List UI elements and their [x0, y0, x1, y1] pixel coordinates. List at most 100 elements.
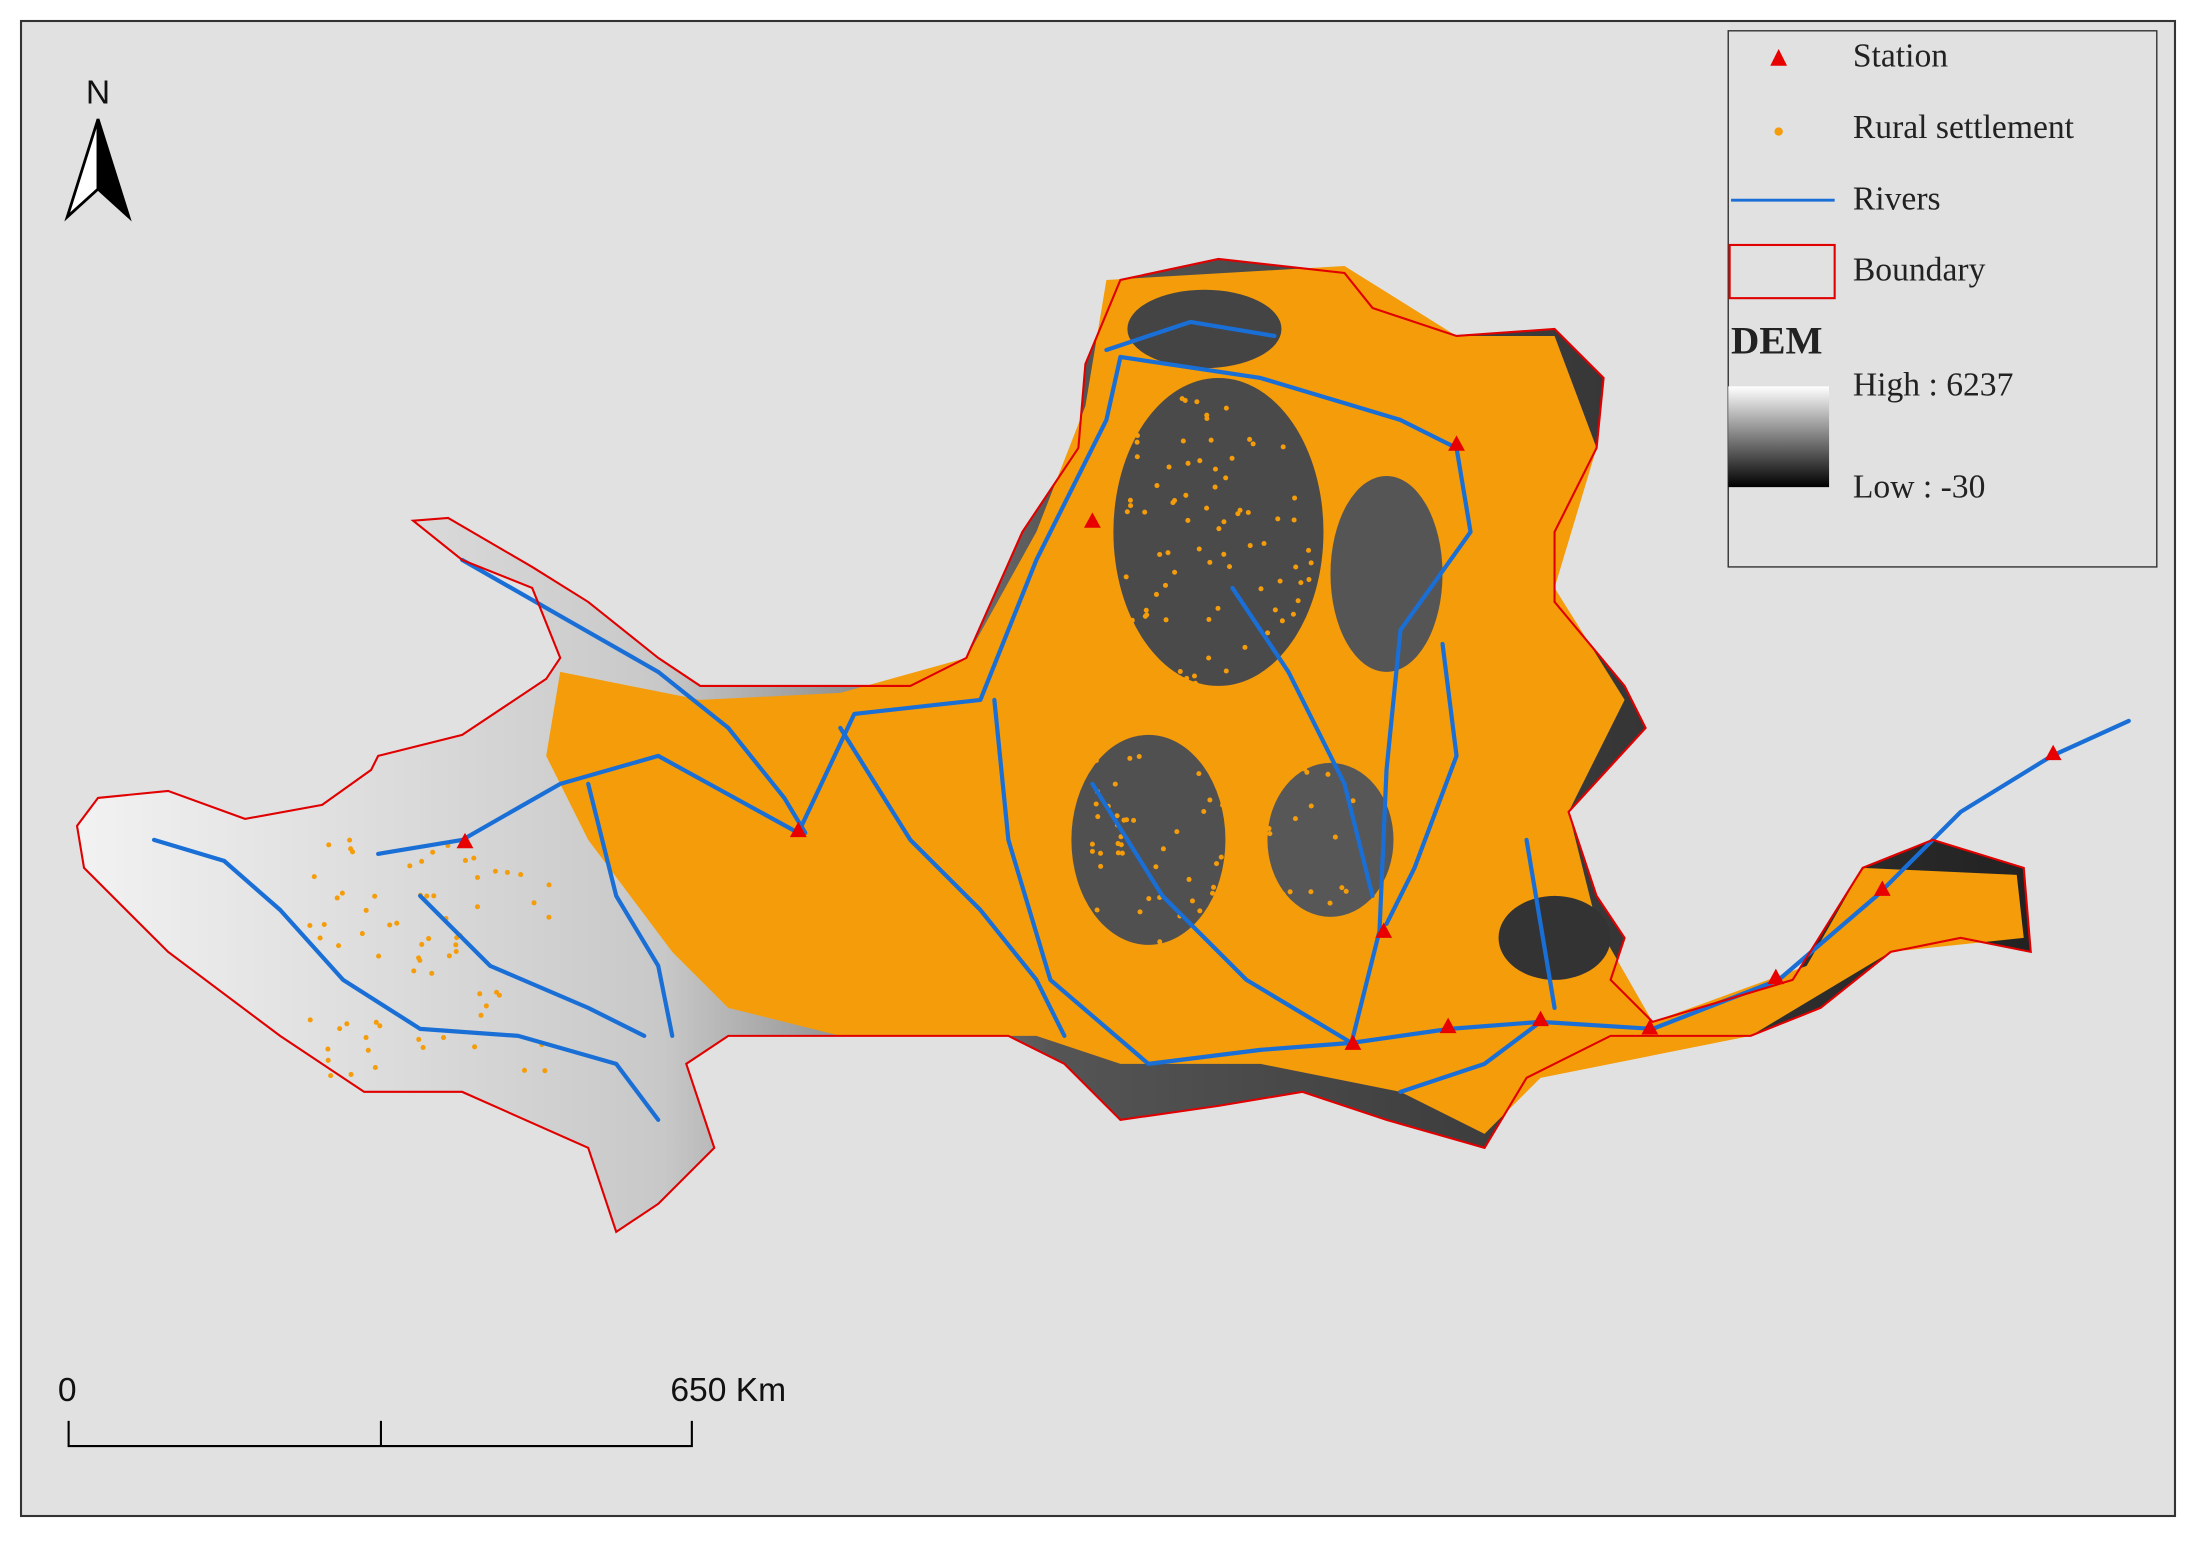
- settlement-dot: [348, 1071, 354, 1077]
- station: [1083, 512, 1101, 528]
- station: [1448, 435, 1465, 451]
- settlement-dot: [407, 863, 413, 869]
- settlement-dot: [1097, 850, 1104, 856]
- settlement-dot: [429, 970, 435, 976]
- settlement-dot: [474, 874, 481, 881]
- settlement-dot: [1185, 517, 1191, 523]
- settlement-dot: [1119, 850, 1125, 856]
- settlement-dot: [1136, 753, 1142, 760]
- settlement-dots: [307, 396, 1366, 1079]
- settlement-dot: [1207, 797, 1213, 803]
- settlement-dot: [344, 1021, 350, 1027]
- settlement-dot: [416, 1036, 422, 1042]
- settlement-dot: [1267, 831, 1273, 837]
- settlement-dot: [1223, 668, 1229, 674]
- settlement-dot: [1221, 551, 1227, 557]
- settlement-dot: [377, 1023, 383, 1029]
- settlement-dot: [1172, 569, 1178, 575]
- dem-ramp: [1728, 386, 1830, 488]
- river: [460, 557, 808, 835]
- basin: [75, 257, 2131, 1234]
- settlement-dot: [1216, 526, 1222, 532]
- settlement-dot: [1211, 884, 1217, 890]
- settlement-dot: [1157, 551, 1163, 557]
- settlement-dot: [1209, 890, 1216, 896]
- settlement-dot: [1201, 809, 1207, 815]
- scale-line: [67, 1420, 693, 1448]
- settlement-dot: [1093, 801, 1099, 807]
- settlement-dot: [311, 874, 317, 880]
- settlement-area: [546, 265, 2024, 1134]
- settlement-dot: [1206, 655, 1212, 661]
- settlement-dot: [1272, 671, 1278, 677]
- scale-label: 650 Km: [670, 1372, 786, 1409]
- legend-label: Rural settlement: [1853, 109, 2075, 146]
- settlement-dot: [1213, 861, 1220, 867]
- settlement-dot: [336, 943, 342, 949]
- settlement-dot: [483, 1003, 489, 1009]
- settlement-dot: [1229, 455, 1235, 461]
- settlement-dot: [419, 858, 425, 864]
- settlement-dot: [1114, 813, 1120, 819]
- settlement-dot: [376, 953, 382, 959]
- settlement-dot: [431, 893, 437, 899]
- settlement-dot: [1292, 816, 1298, 822]
- settlement-dot: [363, 907, 369, 913]
- settlement-dot: [1141, 666, 1147, 672]
- settlement-dot: [1142, 509, 1148, 515]
- settlement-dot: [419, 941, 425, 947]
- dem-patch: [1330, 475, 1443, 672]
- settlement-dot: [521, 1067, 528, 1073]
- settlement-dot: [1258, 586, 1264, 592]
- settlement-dot: [1215, 605, 1221, 611]
- settlement-dot: [1129, 617, 1135, 623]
- settlement-dot: [424, 893, 430, 899]
- settlement-dot: [1207, 687, 1213, 693]
- settlement-dot: [1177, 668, 1183, 674]
- dem-low: Low : -30: [1853, 469, 1986, 506]
- settlement-dot: [504, 869, 510, 875]
- settlement-dot: [359, 931, 365, 937]
- scale-bar: 0 650 Km: [58, 1372, 786, 1448]
- legend-symbol-boundary: [1728, 243, 1836, 300]
- settlement-dot: [1261, 776, 1267, 782]
- settlement-dot: [1284, 398, 1290, 404]
- settlement-dot: [1272, 607, 1278, 613]
- settlement-dot: [1204, 415, 1210, 422]
- settlement-dot: [1144, 612, 1150, 618]
- station: [1344, 1034, 1362, 1050]
- settlement-dot: [1197, 908, 1203, 914]
- settlement-dot: [1172, 498, 1178, 504]
- river: [1104, 319, 1277, 353]
- river: [376, 354, 2131, 1045]
- settlement-dot: [1306, 547, 1312, 553]
- settlement-dot: [1143, 607, 1149, 613]
- settlement-dot: [372, 893, 378, 899]
- station: [1375, 922, 1393, 938]
- dem-patch: [1113, 377, 1324, 686]
- settlement-dot: [1153, 864, 1159, 870]
- settlement-dot: [1237, 938, 1243, 944]
- settlement-dot: [1184, 675, 1190, 681]
- settlement-dot: [317, 935, 323, 941]
- settlement-dot: [453, 942, 459, 948]
- settlement-dot: [1308, 889, 1314, 895]
- settlement-dot: [1124, 509, 1130, 515]
- settlement-dot: [1173, 939, 1179, 945]
- settlement-dot: [1223, 475, 1229, 481]
- settlement-dot: [334, 895, 340, 901]
- settlement-dot: [420, 1044, 426, 1050]
- settlement-dot: [1162, 582, 1169, 588]
- settlement-dot: [1137, 909, 1143, 915]
- settlement-dot: [1112, 781, 1118, 787]
- dem-high: High : 6237: [1853, 366, 2014, 403]
- settlement-dot: [1095, 814, 1101, 820]
- river: [586, 781, 675, 1038]
- settlement-dot: [1197, 458, 1203, 464]
- settlement-dot: [462, 857, 468, 863]
- settlement-dot: [1134, 433, 1141, 439]
- settlement-dot: [1279, 618, 1285, 624]
- dem-patch: [1127, 289, 1282, 369]
- settlement-dot: [1186, 876, 1192, 882]
- settlement-dot: [1287, 889, 1293, 895]
